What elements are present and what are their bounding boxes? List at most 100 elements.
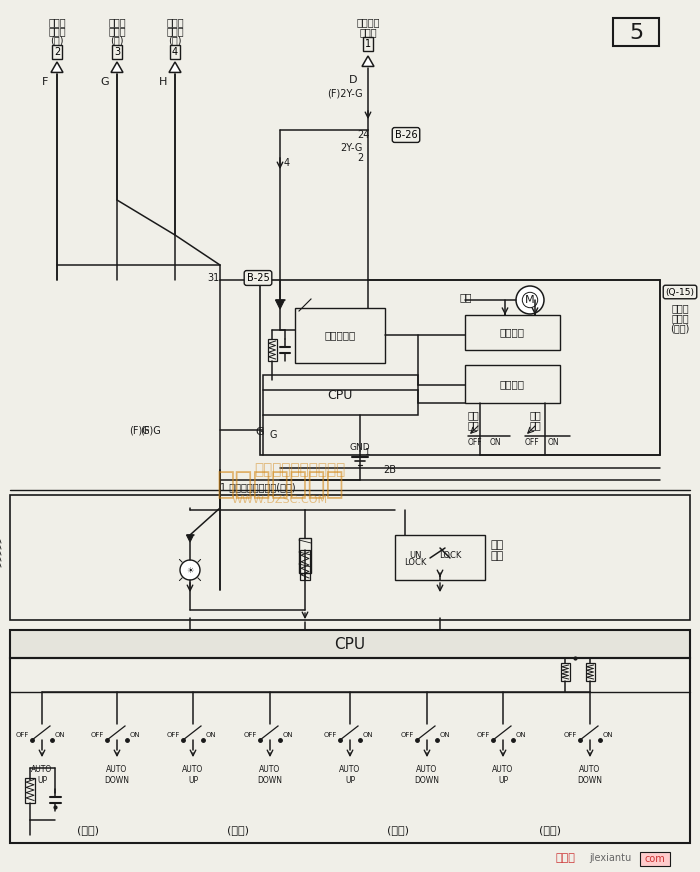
Text: (F)G: (F)G [140, 425, 161, 435]
Text: 电动车: 电动车 [48, 17, 66, 27]
Text: OFF: OFF [323, 732, 337, 738]
Text: LOCK: LOCK [439, 550, 461, 560]
Text: LOCK: LOCK [404, 557, 426, 567]
Text: (右): (右) [50, 35, 64, 45]
Text: 窗电机: 窗电机 [48, 26, 66, 36]
Text: 维库电子市场网: 维库电子市场网 [216, 471, 344, 500]
Text: AUTO
UP: AUTO UP [183, 766, 204, 785]
Text: OFF: OFF [15, 732, 29, 738]
Text: ON: ON [55, 732, 66, 738]
Text: (左): (左) [111, 35, 124, 45]
Text: 4: 4 [284, 158, 290, 168]
Text: M: M [525, 295, 535, 305]
Text: 开关: 开关 [468, 420, 480, 430]
Text: (左前): (左前) [387, 825, 409, 835]
Bar [300, 550, 310, 580]
Text: 4: 4 [172, 47, 178, 57]
Text: OFF: OFF [477, 732, 490, 738]
Text: B-25: B-25 [246, 273, 270, 283]
Text: ON: ON [206, 732, 216, 738]
Polygon shape [169, 62, 181, 72]
Text: GND: GND [350, 442, 370, 452]
Text: OFF: OFF [468, 438, 482, 446]
Text: 继电器: 继电器 [359, 27, 377, 37]
Text: ON: ON [440, 732, 451, 738]
Bar [10, 495, 690, 620]
Text: 极限: 极限 [468, 410, 480, 420]
Bar [10, 630, 690, 658]
Text: AUTO
DOWN: AUTO DOWN [578, 766, 603, 785]
Text: 电动车: 电动车 [108, 17, 126, 27]
Text: ☀: ☀ [186, 566, 194, 575]
Text: WWW.DZSC.COM: WWW.DZSC.COM [232, 495, 328, 505]
Polygon shape [51, 62, 63, 72]
Text: 1 最电动车窗主开关(左前): 1 最电动车窗主开关(左前) [220, 482, 295, 492]
Text: 电动车: 电动车 [671, 303, 689, 313]
Circle shape [516, 286, 544, 314]
Text: AUTO
DOWN: AUTO DOWN [104, 766, 130, 785]
Text: (右后): (右后) [227, 825, 249, 835]
Text: 开关: 开关 [491, 551, 503, 561]
Text: AUTO
UP: AUTO UP [492, 766, 514, 785]
Text: 窗电机: 窗电机 [166, 26, 184, 36]
Text: G: G [256, 427, 264, 437]
Text: 2Y-G: 2Y-G [341, 143, 363, 153]
Polygon shape [362, 56, 374, 66]
Text: ON: ON [516, 732, 526, 738]
Bar [395, 535, 485, 580]
Text: OFF: OFF [525, 438, 540, 446]
Text: (右前): (右前) [539, 825, 561, 835]
Text: CPU: CPU [328, 389, 353, 401]
Text: 电动车窗: 电动车窗 [356, 17, 379, 27]
Text: 定电压电路: 定电压电路 [324, 330, 356, 340]
Polygon shape [111, 62, 123, 72]
Text: 接线图: 接线图 [555, 853, 575, 863]
Text: com: com [645, 854, 666, 864]
Text: 杭州将睿科技有限公司: 杭州将睿科技有限公司 [254, 462, 346, 478]
Text: G: G [270, 430, 277, 440]
Text: 2: 2 [357, 153, 363, 163]
Text: ON: ON [548, 438, 559, 446]
Text: 5: 5 [629, 23, 643, 43]
Text: 输入电路: 输入电路 [500, 379, 524, 389]
Text: 31: 31 [208, 273, 220, 283]
Text: 电动车: 电动车 [166, 17, 184, 27]
Text: AUTO
DOWN: AUTO DOWN [258, 766, 283, 785]
Bar [585, 663, 594, 681]
Text: D: D [349, 75, 357, 85]
Text: OFF: OFF [400, 732, 414, 738]
Text: 1: 1 [365, 39, 371, 49]
Text: ON: ON [363, 732, 374, 738]
Text: ON: ON [283, 732, 293, 738]
Text: OFF: OFF [564, 732, 577, 738]
Text: OFF: OFF [90, 732, 104, 738]
Circle shape [522, 292, 538, 308]
Text: 窗电机: 窗电机 [108, 26, 126, 36]
Text: 驱动电路: 驱动电路 [500, 327, 524, 337]
Text: 1: 1 [364, 447, 370, 457]
Bar [299, 538, 311, 573]
Text: 脉冲: 脉冲 [530, 410, 542, 420]
Bar [295, 308, 385, 363]
Bar [267, 339, 276, 361]
Text: ON: ON [603, 732, 614, 738]
Text: AUTO
UP: AUTO UP [32, 766, 52, 785]
Text: AUTO
DOWN: AUTO DOWN [414, 766, 440, 785]
Text: (左后): (左后) [77, 825, 99, 835]
Bar [260, 280, 660, 455]
Text: B-26: B-26 [395, 130, 417, 140]
Bar [263, 375, 418, 415]
Text: 开关: 开关 [530, 420, 542, 430]
Bar [25, 778, 35, 802]
Text: CPU: CPU [335, 637, 365, 651]
Bar [10, 658, 690, 843]
Text: 3: 3 [114, 47, 120, 57]
Text: 电机: 电机 [460, 292, 473, 302]
Text: 2B: 2B [384, 465, 396, 475]
Text: (Q-15): (Q-15) [666, 288, 694, 296]
Text: UN: UN [409, 550, 421, 560]
Text: ON: ON [490, 438, 502, 446]
Text: (F)G: (F)G [130, 425, 150, 435]
Polygon shape [276, 300, 284, 309]
Text: OFF: OFF [244, 732, 257, 738]
